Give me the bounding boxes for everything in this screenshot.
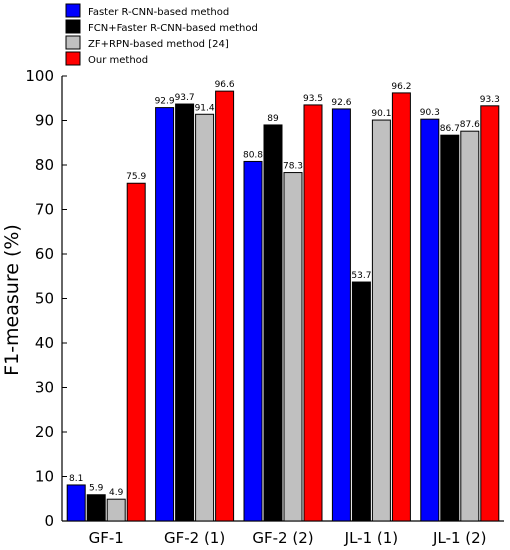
legend: Faster R-CNN-based method FCN+Faster R-CN… (65, 3, 258, 66)
data-label: 89 (267, 114, 279, 124)
y-tick-label: 100 (25, 67, 54, 85)
data-label: 53.7 (351, 271, 371, 281)
data-label: 90.1 (371, 109, 391, 119)
data-label: 4.9 (109, 488, 124, 498)
bar (351, 281, 371, 522)
y-axis-label: F1-measure (%) (1, 224, 23, 376)
bar (86, 494, 106, 522)
y-tick-label: 70 (35, 201, 54, 219)
y-tick-label: 20 (35, 423, 54, 441)
bar (243, 160, 263, 522)
data-label: 80.8 (243, 150, 263, 160)
bar (391, 92, 411, 522)
data-label: 92.9 (155, 97, 175, 107)
data-label: 75.9 (126, 172, 146, 182)
data-label: 93.3 (480, 95, 500, 105)
bar (66, 484, 86, 522)
data-label: 96.2 (391, 82, 411, 92)
bar (420, 118, 440, 522)
bar (371, 119, 391, 522)
data-label: 93.5 (303, 94, 323, 104)
bar (480, 105, 500, 522)
y-tick-label: 0 (44, 512, 54, 530)
y-tick-label: 50 (35, 290, 54, 308)
legend-swatch (65, 51, 81, 66)
data-label: 93.7 (175, 93, 195, 103)
bar (175, 103, 195, 522)
data-label: 87.6 (460, 120, 480, 130)
data-label: 86.7 (440, 124, 460, 134)
legend-swatch (65, 19, 81, 34)
bar (283, 172, 303, 522)
bar (126, 182, 146, 522)
x-tick-label: JL-1 (2) (432, 529, 487, 547)
bar (263, 124, 283, 522)
data-label: 91.4 (195, 103, 215, 113)
y-tick-label: 10 (35, 468, 54, 486)
bar (155, 107, 175, 522)
data-label: 90.3 (420, 108, 440, 118)
x-tick-label: JL-1 (1) (344, 529, 399, 547)
bar (195, 113, 215, 522)
legend-label: Faster R-CNN-based method (88, 7, 229, 18)
data-label: 96.6 (215, 80, 235, 90)
legend-label: Our method (88, 55, 148, 66)
y-tick-label: 60 (35, 245, 54, 263)
legend-swatch (65, 35, 81, 50)
y-tick-label: 80 (35, 156, 54, 174)
bar (331, 108, 351, 522)
data-label: 78.3 (283, 162, 303, 172)
legend-label: ZF+RPN-based method [24] (88, 39, 229, 50)
bar (106, 498, 126, 522)
data-label: 8.1 (69, 474, 83, 484)
plot-area: 0 10 20 30 40 50 60 70 80 90 100 8.1 5.9 4.9 75.9 GF-1 9… (25, 67, 504, 547)
data-label: 92.6 (331, 98, 351, 108)
bar (460, 130, 480, 522)
bar (303, 104, 323, 522)
bar (215, 90, 235, 522)
y-tick-label: 30 (35, 379, 54, 397)
bar (440, 134, 460, 522)
x-tick-label: GF-1 (89, 529, 124, 547)
data-label: 5.9 (89, 484, 104, 494)
legend-swatch (65, 3, 81, 18)
y-tick-label: 90 (35, 112, 54, 130)
y-tick-label: 40 (35, 334, 54, 352)
x-tick-label: GF-2 (1) (164, 529, 225, 547)
legend-label: FCN+Faster R-CNN-based method (88, 23, 258, 34)
x-tick-label: GF-2 (2) (252, 529, 313, 547)
